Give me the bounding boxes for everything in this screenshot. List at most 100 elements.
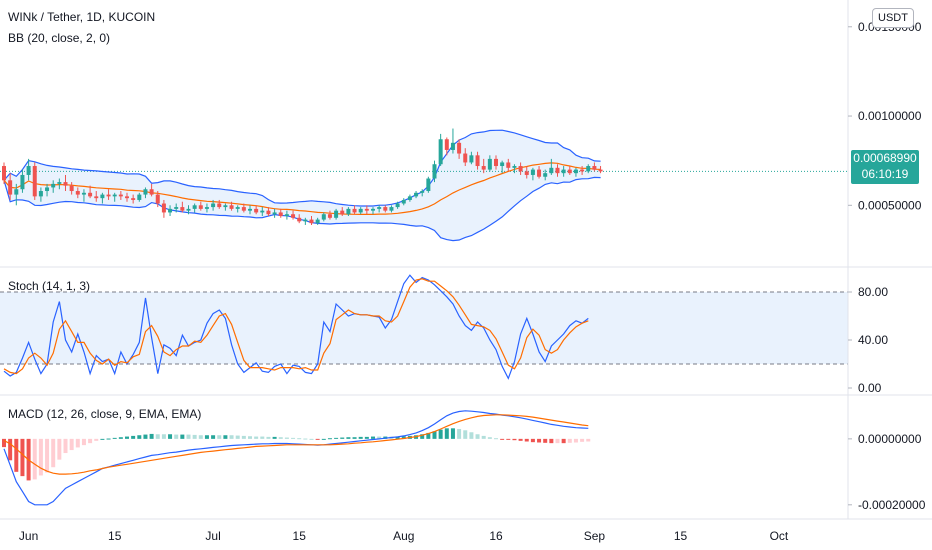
candle-body: [112, 194, 117, 197]
macd-histogram-bar: [352, 437, 357, 439]
candle-body: [592, 166, 597, 170]
macd-histogram-bar: [543, 438, 548, 443]
macd-histogram-bar: [340, 437, 345, 439]
candle-body: [266, 210, 271, 215]
candle-body: [346, 208, 351, 215]
candle-body: [543, 173, 548, 177]
macd-histogram-bar: [235, 435, 240, 439]
macd-histogram-bar: [426, 432, 431, 439]
macd-histogram-bar: [2, 438, 6, 448]
candle-body: [303, 219, 308, 222]
macd-histogram-bar: [321, 438, 326, 440]
macd-histogram-bar: [112, 437, 117, 439]
candle-body: [125, 196, 129, 199]
candle-body: [487, 158, 492, 170]
candle-body: [75, 191, 80, 195]
macd-histogram-bar: [278, 437, 283, 439]
x-tick-label: Sep: [584, 529, 606, 543]
candle-body: [573, 169, 578, 174]
candle-body: [401, 199, 406, 204]
macd-histogram-bar: [131, 435, 136, 439]
macd-histogram-bar: [241, 435, 246, 439]
candle-body: [248, 208, 252, 211]
candle-body: [81, 192, 86, 195]
candle-body: [168, 208, 173, 213]
macd-histogram-bar: [506, 438, 511, 440]
macd-histogram-bar: [8, 438, 13, 461]
currency-button[interactable]: USDT: [872, 8, 914, 28]
candle-body: [198, 205, 203, 209]
macd-histogram-bar: [395, 436, 400, 439]
candle-body: [444, 139, 449, 150]
x-tick-label: Aug: [393, 529, 414, 543]
candle-body: [586, 166, 591, 172]
candle-body: [494, 158, 498, 167]
bollinger-band-area: [4, 130, 601, 241]
candle-body: [512, 166, 517, 168]
x-axis-ticks: Jun 15 Jul 15 Aug 16 Sep 15 Oct: [19, 529, 789, 543]
candle-body: [315, 219, 320, 224]
macd-histogram-bar: [143, 434, 148, 439]
candle-body: [94, 196, 99, 199]
macd-histogram-bar: [512, 438, 517, 441]
macd-histogram-bar: [297, 438, 302, 440]
candle-body: [235, 207, 240, 209]
macd-histogram-bar: [57, 438, 62, 460]
candle-body: [358, 208, 363, 213]
candle-body: [174, 207, 179, 209]
candlestick-series[interactable]: [2, 128, 603, 225]
macd-histogram-bar: [432, 431, 437, 439]
x-tick-label: 15: [108, 529, 122, 543]
x-tick-label: Oct: [770, 529, 789, 543]
macd-legend[interactable]: MACD (12, 26, close, 9, EMA, EMA): [8, 407, 202, 421]
candle-body: [88, 192, 93, 197]
candle-body: [500, 162, 505, 167]
macd-histogram-bar: [420, 434, 425, 439]
macd-histogram-bar: [254, 436, 259, 439]
candle-body: [26, 166, 31, 175]
x-tick-label: Jun: [19, 529, 38, 543]
macd-histogram-bar: [174, 434, 179, 439]
candle-body: [371, 208, 375, 211]
stoch-legend[interactable]: Stoch (14, 1, 3): [8, 279, 91, 293]
macd-histogram-bar: [180, 434, 185, 439]
macd-histogram-bar: [530, 438, 535, 443]
candle-body: [457, 142, 462, 154]
macd-histogram-bar: [573, 438, 578, 443]
candle-body: [561, 169, 566, 174]
candle-body: [63, 182, 68, 186]
candle-body: [204, 207, 209, 209]
y-tick-label: 0.00: [858, 381, 882, 395]
bollinger-upper-line: [3, 129, 601, 207]
candle-body: [469, 155, 474, 163]
macd-histogram-bar: [469, 432, 474, 439]
macd-histogram-bar: [20, 438, 25, 477]
y-tick-label: 0.00050000: [858, 198, 922, 212]
candle-body: [432, 164, 437, 179]
macd-histogram-bar: [223, 435, 228, 439]
symbol-title: WINk / Tether, 1D, KUCOIN: [8, 10, 156, 24]
stoch-band-area: [0, 292, 848, 364]
y-axis-ticks: 0.001500000.001000000.0005000080.0040.00…: [848, 20, 926, 512]
candle-body: [420, 191, 425, 193]
candle-body: [284, 214, 289, 217]
candle-body: [106, 194, 111, 197]
candle-body: [272, 212, 277, 215]
macd-histogram-bar: [444, 428, 449, 439]
macd-histogram-bar: [358, 436, 363, 439]
macd-histogram-bar: [346, 437, 351, 439]
macd-histogram-bar: [118, 437, 123, 439]
macd-histogram-bar: [371, 436, 375, 439]
macd-histogram-bar: [327, 438, 332, 440]
candle-body: [297, 217, 302, 222]
candle-body: [57, 182, 62, 184]
macd-histogram-bar: [51, 438, 56, 468]
macd-histogram-bar: [204, 435, 209, 439]
macd-histogram-bar: [487, 437, 492, 439]
macd-histogram-bar: [192, 434, 197, 439]
macd-histogram-bar: [580, 438, 585, 442]
bb-legend[interactable]: BB (20, close, 2, 0): [8, 31, 111, 45]
candle-body: [217, 203, 222, 208]
candle-body: [149, 189, 154, 195]
